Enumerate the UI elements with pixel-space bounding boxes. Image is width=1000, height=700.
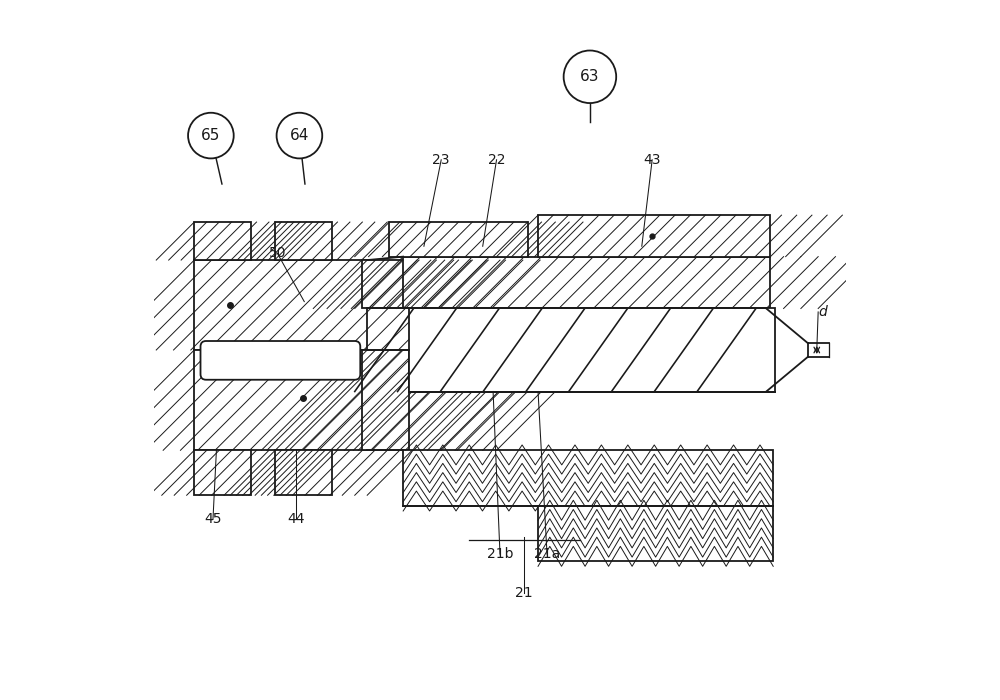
Bar: [409, 309, 775, 391]
Circle shape: [277, 113, 322, 158]
Text: d: d: [818, 305, 827, 319]
Bar: [389, 222, 528, 257]
Text: 63: 63: [580, 69, 600, 84]
Bar: [538, 505, 773, 561]
Text: 21: 21: [515, 587, 533, 601]
Text: 21b: 21b: [487, 547, 513, 561]
Bar: [275, 222, 332, 260]
Bar: [362, 260, 409, 309]
Text: 44: 44: [287, 512, 305, 526]
Text: 65: 65: [201, 128, 221, 143]
Bar: [194, 350, 367, 450]
Bar: [194, 260, 367, 350]
Bar: [275, 450, 332, 496]
Bar: [362, 350, 409, 450]
Bar: [194, 450, 251, 496]
Text: 45: 45: [204, 512, 222, 526]
Text: 22: 22: [488, 153, 505, 167]
FancyBboxPatch shape: [201, 341, 360, 379]
Bar: [403, 257, 770, 309]
Circle shape: [564, 50, 616, 103]
Bar: [403, 450, 773, 505]
Bar: [538, 215, 770, 257]
Circle shape: [188, 113, 234, 158]
Text: 43: 43: [643, 153, 661, 167]
Text: 64: 64: [290, 128, 309, 143]
Bar: [194, 222, 251, 260]
Text: 50: 50: [269, 246, 286, 260]
Text: 21a: 21a: [534, 547, 560, 561]
Text: 23: 23: [432, 153, 450, 167]
